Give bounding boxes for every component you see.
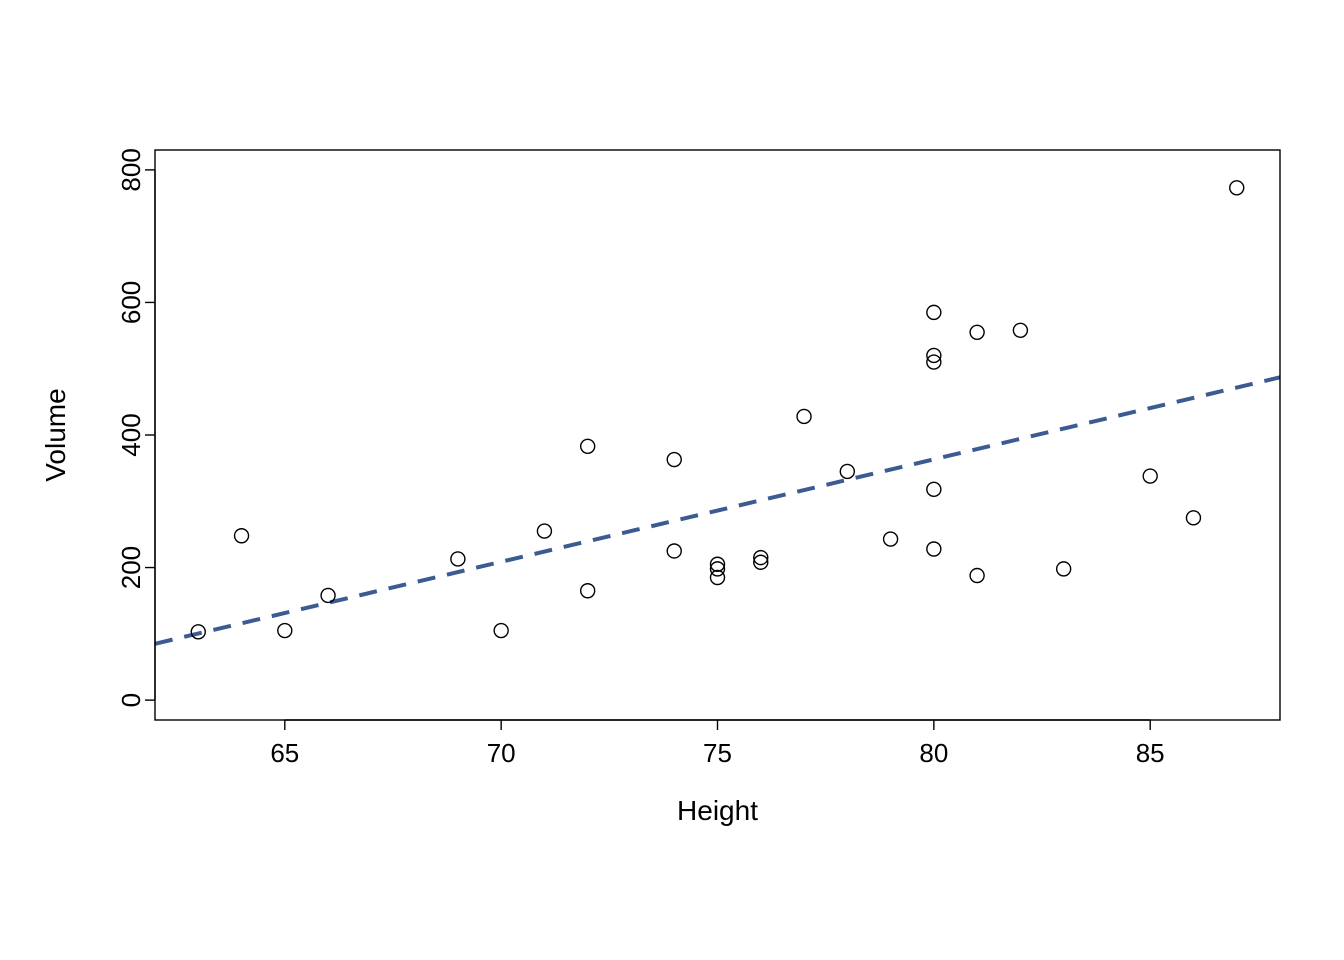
chart-background (0, 0, 1344, 960)
y-tick-label: 200 (116, 546, 146, 589)
scatter-chart: 65 70 75 80 85 0 200 400 600 800 Height Volume (0, 0, 1344, 960)
y-tick-label: 600 (116, 281, 146, 324)
x-tick-label: 85 (1136, 738, 1165, 768)
y-axis-title: Volume (40, 388, 71, 481)
chart-svg: 65 70 75 80 85 0 200 400 600 800 Height Volume (0, 0, 1344, 960)
y-tick-label: 0 (116, 693, 146, 707)
x-tick-label: 80 (919, 738, 948, 768)
x-tick-label: 70 (487, 738, 516, 768)
y-tick-label: 400 (116, 413, 146, 456)
x-axis-title: Height (677, 795, 758, 826)
x-tick-label: 65 (270, 738, 299, 768)
y-tick-label: 800 (116, 148, 146, 191)
x-tick-label: 75 (703, 738, 732, 768)
